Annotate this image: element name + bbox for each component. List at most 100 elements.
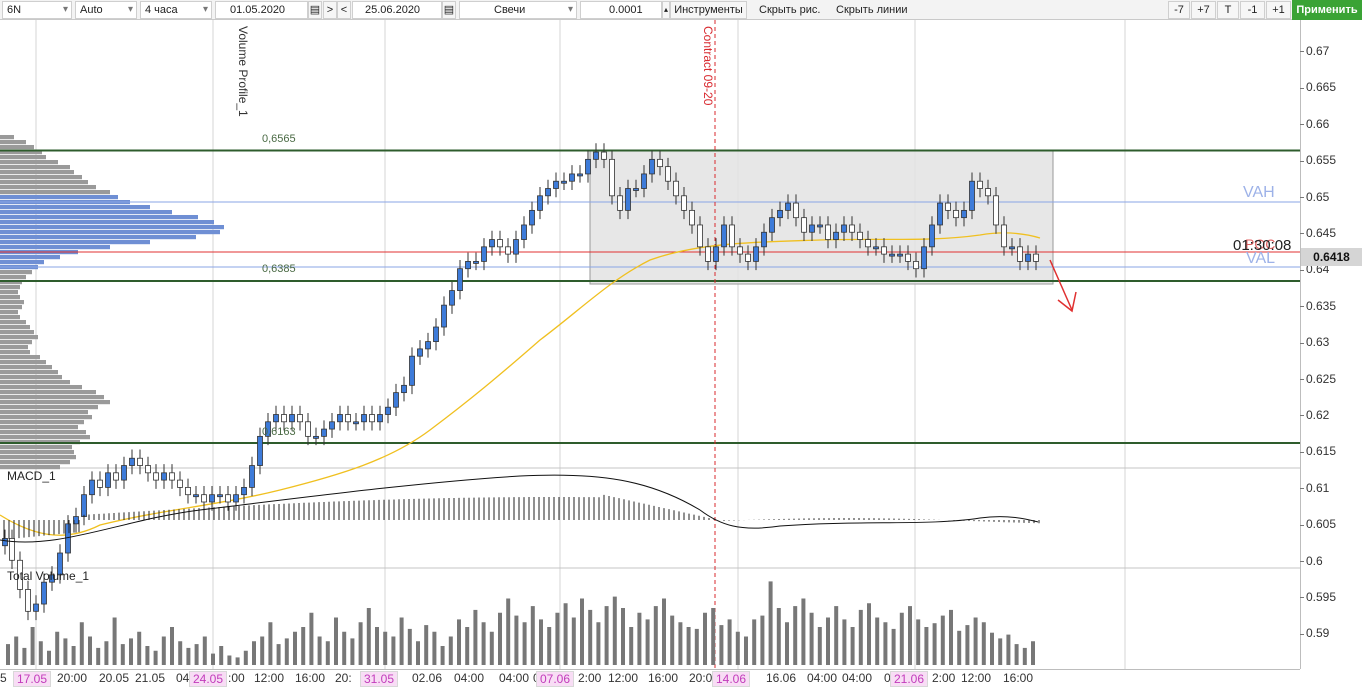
volume-bar <box>416 641 420 665</box>
time-tick: 07.06 <box>536 671 575 687</box>
shift-plus1-button[interactable]: +1 <box>1266 1 1291 19</box>
candle-body <box>649 158 655 175</box>
candle-body <box>209 494 215 503</box>
volume-bar <box>366 608 371 665</box>
volume-bar <box>563 603 568 665</box>
candle-body <box>33 603 39 612</box>
candle-body <box>305 421 311 437</box>
symbol-select[interactable]: 6N <box>2 1 72 19</box>
candle-body <box>777 209 783 219</box>
date-to-field[interactable]: 25.06.2020 <box>352 1 442 19</box>
volume-bar <box>637 612 642 665</box>
volume-bar <box>137 631 142 665</box>
nav-prev-button[interactable]: < <box>337 1 351 19</box>
profile-bar <box>0 445 72 450</box>
candle-body <box>201 494 207 503</box>
profile-bar <box>0 360 46 365</box>
shift-minus1-button[interactable]: -1 <box>1240 1 1265 19</box>
profile-bar <box>0 245 110 250</box>
zoom-plus7-button[interactable]: +7 <box>1191 1 1216 19</box>
profile-bar <box>0 225 224 230</box>
calendar-from-icon[interactable]: ▤ <box>308 1 322 19</box>
time-tick: 04:00 <box>807 671 838 685</box>
t-button[interactable]: T <box>1217 1 1239 19</box>
instruments-button[interactable]: Инструменты <box>670 1 747 19</box>
volume-bar <box>465 627 470 665</box>
chart-plot-area[interactable]: Volume Profile_1 Contract 09-20 0,6565 0… <box>0 20 1300 669</box>
profile-bar <box>0 410 88 415</box>
level-bottom-label: 0,6163 <box>262 426 296 438</box>
volume-bar <box>760 615 765 665</box>
tick-size-field[interactable]: 0.0001 <box>580 1 662 19</box>
volume-bar <box>1006 634 1011 665</box>
chart-type-select[interactable]: Свечи <box>459 1 577 19</box>
volume-bar <box>317 636 322 665</box>
candle-body <box>185 486 191 496</box>
volume-bar <box>14 636 19 665</box>
time-tick: 24.05 <box>189 671 228 687</box>
price-tick: 0.655 <box>1300 153 1336 167</box>
candle-body <box>737 246 743 255</box>
profile-bar <box>0 430 86 435</box>
candle-body <box>961 209 967 219</box>
date-from-field[interactable]: 01.05.2020 <box>215 1 308 19</box>
volume-bar <box>653 606 658 665</box>
profile-bar <box>0 190 110 195</box>
time-tick: 04:00 <box>842 671 873 685</box>
candle-body <box>769 217 775 233</box>
price-tick: 0.635 <box>1300 299 1336 313</box>
volume-bar <box>498 612 502 665</box>
volume-bar <box>580 598 584 665</box>
candle-body <box>329 421 335 430</box>
profile-bar <box>0 335 38 340</box>
volume-bar <box>981 622 986 665</box>
time-tick: 02.06 <box>412 671 443 685</box>
candle-body <box>865 239 871 248</box>
candle-body <box>153 472 159 481</box>
volume-bar <box>596 622 601 665</box>
volume-bar <box>514 615 519 665</box>
candle-body <box>617 195 623 211</box>
volume-bar <box>104 641 109 665</box>
volume-title: Total Volume_1 <box>7 569 90 583</box>
price-tick: 0.67 <box>1300 44 1329 58</box>
tick-stepper[interactable]: ▴ <box>662 1 670 19</box>
scale-select[interactable]: Auto <box>75 1 137 19</box>
volume-bar <box>293 631 297 665</box>
candle-body <box>17 559 23 590</box>
profile-bar <box>0 235 196 240</box>
time-axis[interactable] <box>0 669 1300 689</box>
timeframe-select[interactable]: 4 часа <box>140 1 212 19</box>
zoom-minus7-button[interactable]: -7 <box>1168 1 1190 19</box>
volume-bar <box>1022 647 1027 665</box>
apply-button[interactable]: Применить <box>1292 0 1362 20</box>
hide-drawings-button[interactable]: Скрыть рис. <box>754 1 826 19</box>
candle-body <box>233 494 239 503</box>
time-tick: 20:00 <box>689 671 720 685</box>
candle-body <box>57 552 63 576</box>
volume-bar <box>448 636 453 665</box>
candle-body <box>465 261 471 270</box>
candle-body <box>89 479 95 496</box>
time-tick: 16:00 <box>1003 671 1034 685</box>
calendar-to-icon[interactable]: ▤ <box>442 1 456 19</box>
candle-body <box>657 158 663 168</box>
candle-body <box>457 268 463 291</box>
candle-body <box>825 224 831 240</box>
profile-bar <box>0 175 82 180</box>
profile-bar <box>0 160 58 165</box>
hide-lines-button[interactable]: Скрыть линии <box>831 1 915 19</box>
volume-bar <box>727 619 732 665</box>
volume-bar <box>998 638 1003 665</box>
candle-body <box>425 341 431 350</box>
candle-body <box>41 581 47 605</box>
nav-next-button[interactable]: > <box>323 1 337 19</box>
profile-bar <box>0 305 22 310</box>
volume-bar <box>555 612 560 665</box>
candle-body <box>25 589 31 612</box>
candle-body <box>817 224 823 228</box>
candle-body <box>161 472 167 481</box>
profile-bar <box>0 390 96 395</box>
volume-bar <box>47 650 51 665</box>
price-tick: 0.63 <box>1300 335 1329 349</box>
